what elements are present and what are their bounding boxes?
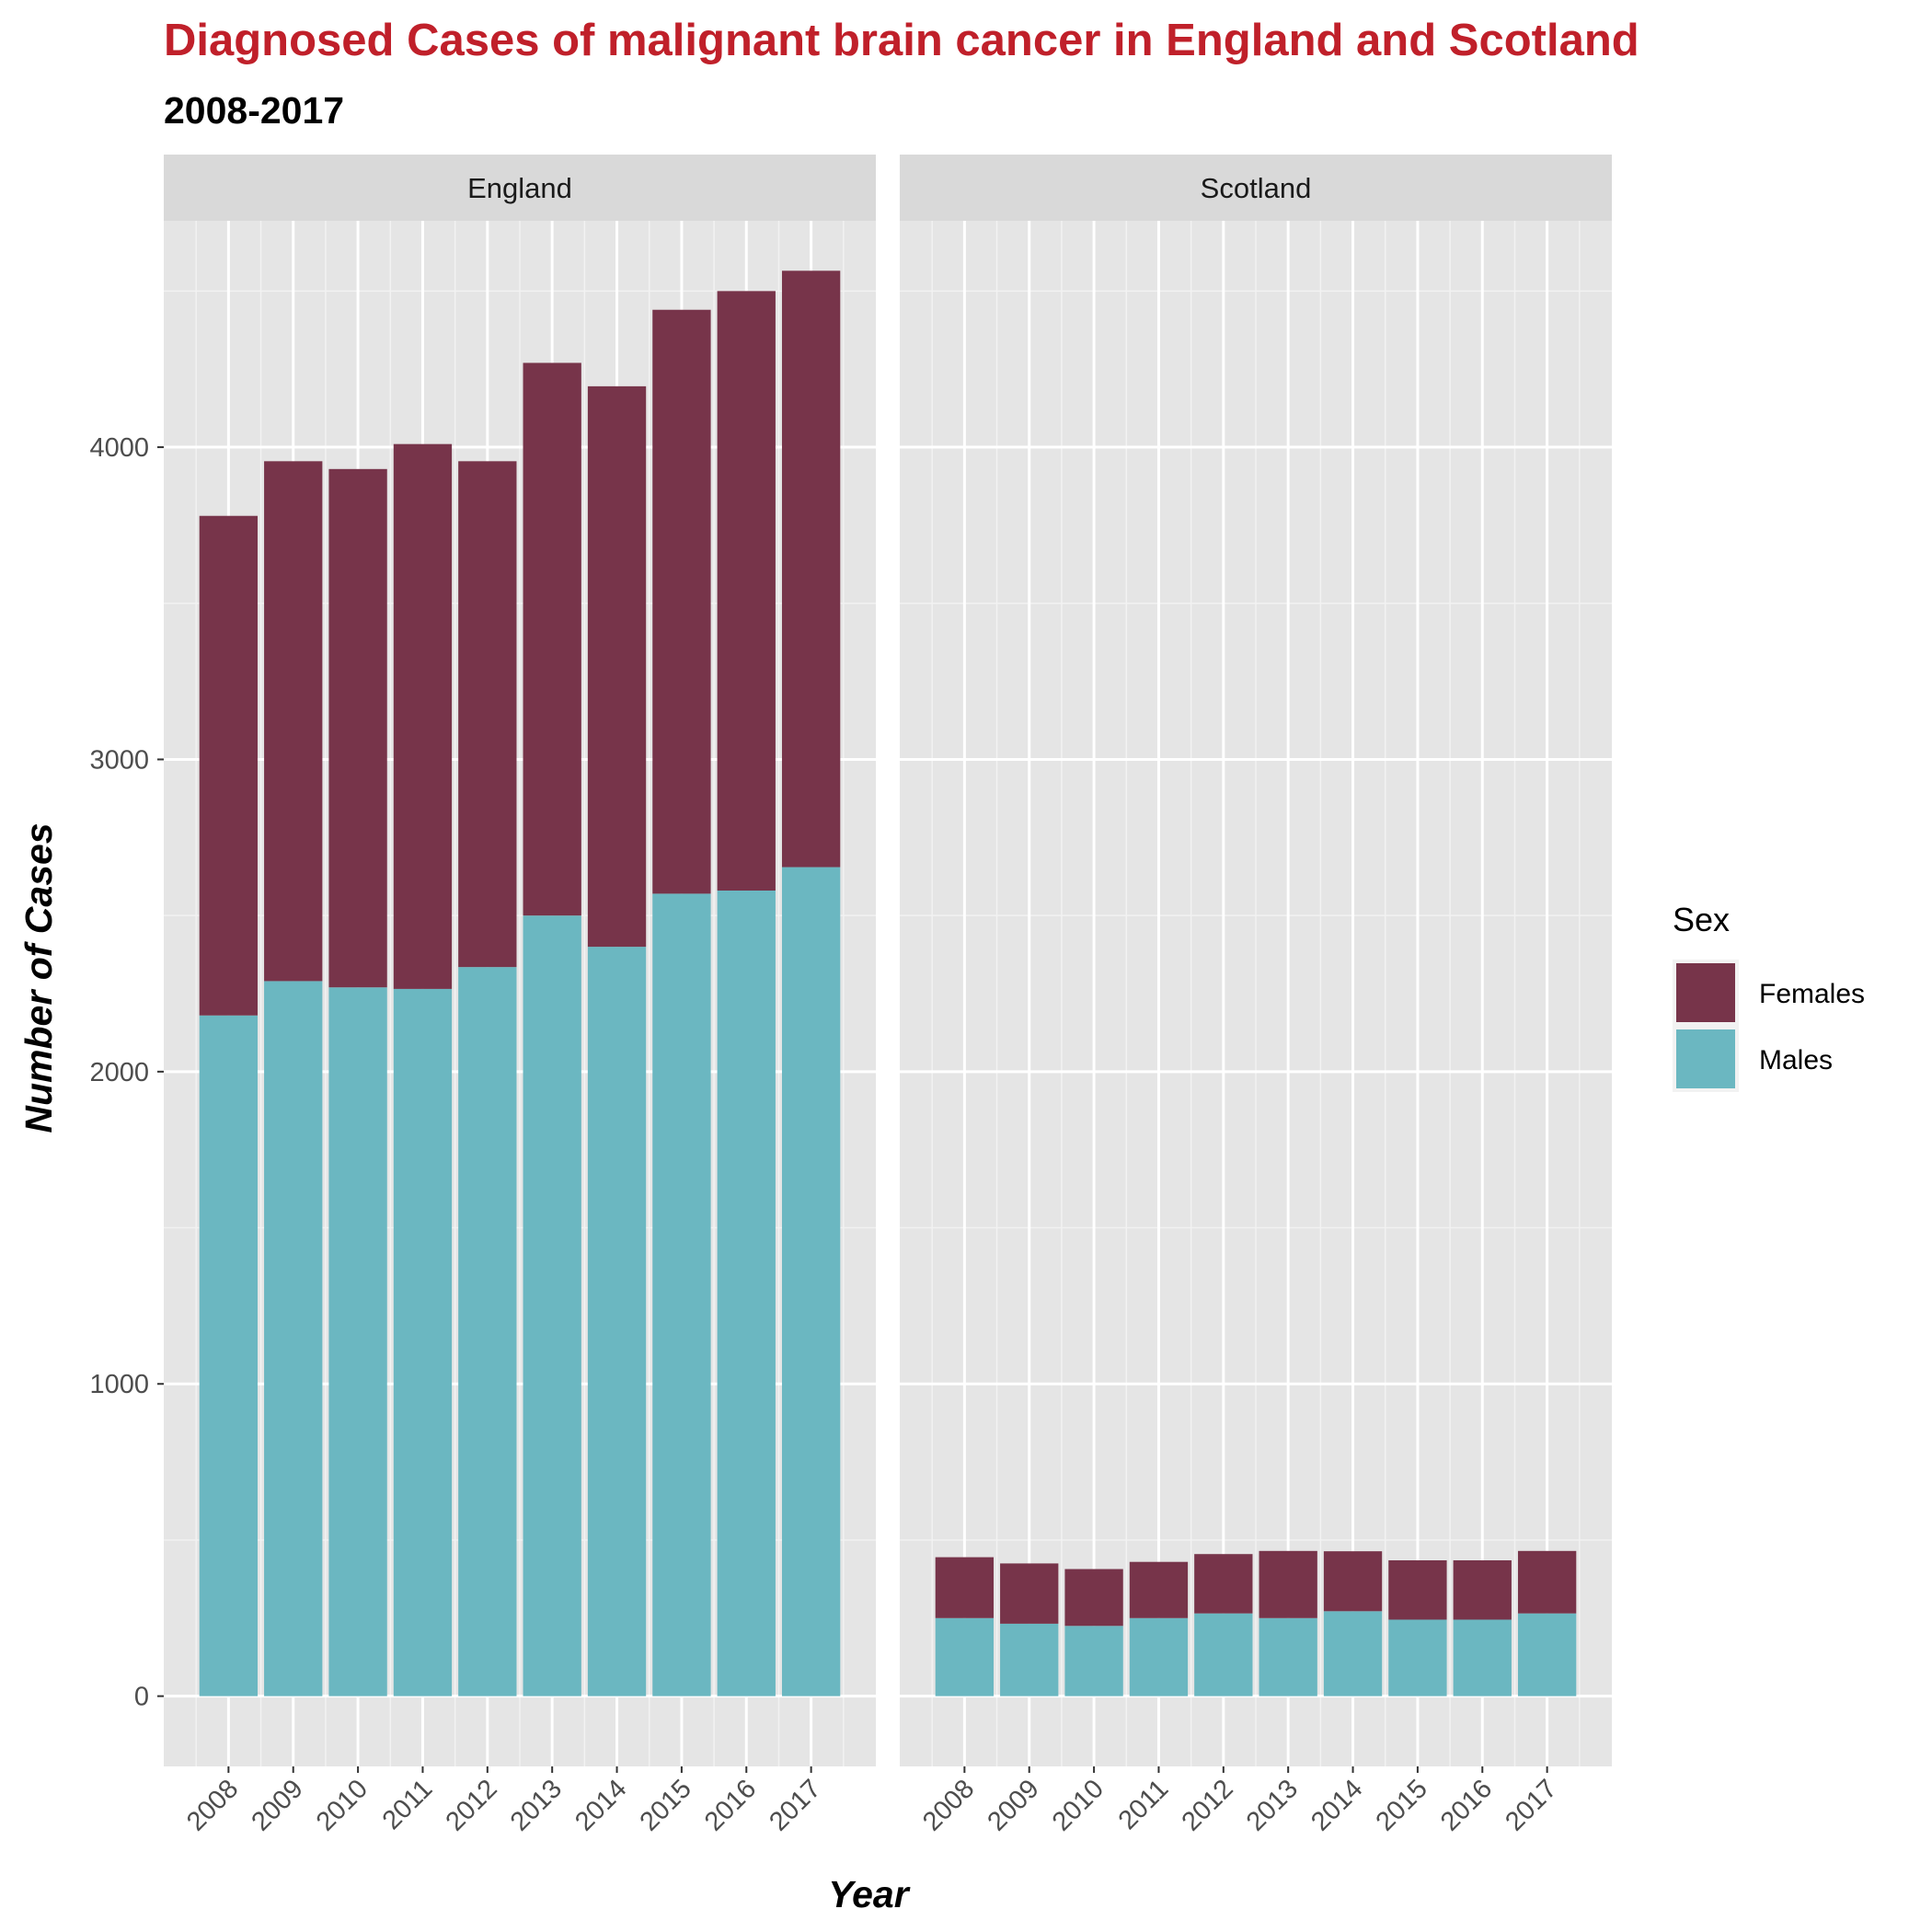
x-tick-label: 2017 [764,1774,826,1836]
bar-females-2016 [717,291,776,891]
bar-females-2013 [523,362,581,916]
x-tick-label: 2012 [441,1774,503,1836]
x-tick-label: 2008 [917,1774,980,1836]
bar-males-2012 [458,967,517,1696]
x-tick-label: 2014 [569,1774,632,1836]
x-tick-label: 2016 [1435,1774,1498,1836]
bar-males-2011 [1129,1617,1189,1696]
bar-females-2015 [1388,1560,1447,1620]
bar-females-2009 [1000,1563,1059,1624]
legend: Sex Females Males [1673,901,1865,1092]
bar-males-2008 [199,1015,259,1696]
bar-females-2010 [1064,1569,1123,1627]
bar-males-2017 [1517,1613,1577,1696]
bar-females-2015 [652,309,711,894]
bar-males-2009 [264,981,323,1696]
bar-females-2008 [935,1557,995,1618]
x-tick-label: 2010 [311,1774,374,1836]
y-tick-label: 2000 [89,1058,149,1087]
bar-females-2011 [393,443,453,989]
legend-label-males: Males [1759,1045,1833,1075]
x-tick-label: 2016 [699,1774,762,1836]
x-tick-label: 2009 [246,1774,308,1836]
x-axis-label: Year [828,1873,910,1915]
y-axis: 0 1000 2000 3000 4000 [89,433,164,1712]
facet-strip [164,155,876,221]
x-tick-label: 2009 [982,1774,1044,1836]
facet-strip [900,155,1612,221]
panel-scotland: Scotland 2008 2009 2010 2011 2012 2013 2014 2015… [900,155,1612,1837]
bar-males-2017 [781,867,841,1696]
x-tick-label: 2015 [1371,1774,1433,1836]
x-tick-label: 2013 [505,1774,568,1836]
bar-males-2009 [1000,1623,1059,1696]
bar-males-2010 [1064,1626,1123,1696]
x-tick-label: 2011 [377,1774,439,1835]
x-tick-label: 2015 [635,1774,697,1836]
x-tick-label: 2017 [1500,1774,1562,1836]
bar-males-2013 [523,915,581,1696]
bar-males-2015 [652,893,711,1696]
bar-females-2010 [328,468,387,988]
chart-subtitle: 2008-2017 [164,89,344,132]
x-tick-label: 2012 [1177,1774,1239,1836]
x-tick-label: 2011 [1113,1774,1175,1835]
y-tick-label: 3000 [89,745,149,775]
bar-males-2016 [717,891,776,1696]
legend-label-females: Females [1759,979,1865,1009]
legend-swatch-females [1676,963,1735,1022]
bar-males-2013 [1259,1617,1317,1696]
bar-males-2015 [1388,1619,1447,1696]
bar-females-2012 [1194,1554,1253,1614]
bar-females-2014 [587,385,647,948]
bar-females-2017 [1517,1550,1577,1614]
bar-males-2014 [587,947,647,1696]
bar-females-2008 [199,515,259,1016]
bar-females-2011 [1129,1561,1189,1618]
bar-females-2017 [781,270,841,868]
facet-label: Scotland [1201,172,1312,204]
bar-males-2010 [328,987,387,1696]
x-tick-label: 2010 [1047,1774,1110,1836]
y-tick-label: 4000 [89,433,149,463]
x-tick-label: 2014 [1305,1774,1368,1836]
bar-females-2009 [264,461,323,982]
facet-label: England [467,172,572,204]
bar-males-2016 [1453,1619,1512,1696]
y-tick-label: 1000 [89,1370,149,1399]
bar-males-2012 [1194,1613,1253,1696]
bar-males-2014 [1323,1611,1383,1696]
chart-title: Diagnosed Cases of malignant brain cance… [164,16,1639,65]
bar-females-2014 [1323,1551,1383,1612]
bar-females-2016 [1453,1560,1512,1620]
bar-females-2012 [458,461,517,968]
y-axis-label: Number of Cases [17,822,60,1133]
bar-males-2011 [393,988,453,1696]
x-tick-label: 2008 [181,1774,244,1836]
bar-males-2008 [935,1617,995,1696]
legend-swatch-males [1676,1029,1735,1088]
bar-females-2013 [1259,1550,1317,1618]
legend-title: Sex [1673,901,1730,938]
y-tick-label: 0 [134,1683,149,1712]
x-tick-label: 2013 [1241,1774,1304,1836]
